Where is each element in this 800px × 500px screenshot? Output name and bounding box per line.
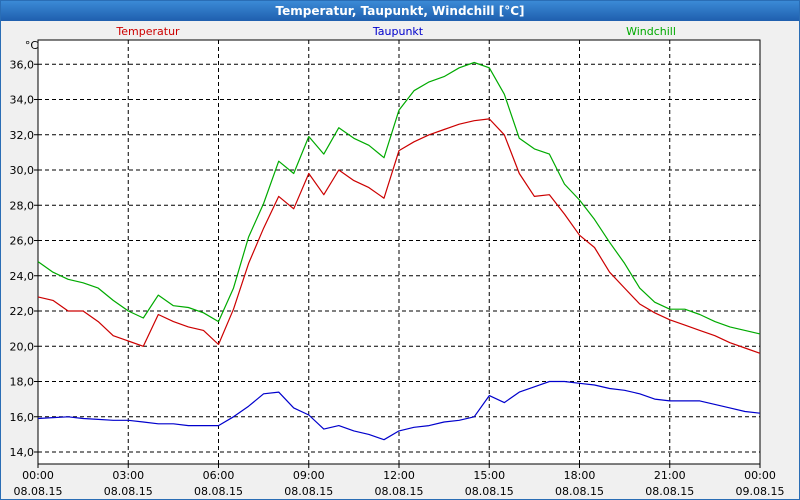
window-title: Temperatur, Taupunkt, Windchill [°C]: [1, 1, 799, 21]
x-tick-time-label: 15:00: [473, 469, 505, 482]
grid: [38, 40, 760, 464]
series-line-windchill: [37, 61, 761, 335]
x-tick-time-label: 00:00: [744, 469, 776, 482]
y-tick-label: 22,0: [10, 305, 35, 318]
x-tick-date-label: 08.08.15: [194, 485, 243, 498]
y-tick-label: 34,0: [10, 94, 35, 107]
x-tick-time-label: 12:00: [383, 469, 415, 482]
x-tick-time-label: 06:00: [203, 469, 235, 482]
y-tick-label: 24,0: [10, 270, 35, 283]
x-tick-date-label: 08.08.15: [555, 485, 604, 498]
x-tick-date-label: 08.08.15: [14, 485, 63, 498]
x-tick-time-label: 00:00: [22, 469, 54, 482]
y-tick-label: 26,0: [10, 235, 35, 248]
series-line-temperatur: [37, 118, 761, 354]
y-tick-label: 14,0: [10, 446, 35, 459]
y-tick-label: 20,0: [10, 340, 35, 353]
y-tick-label: 32,0: [10, 129, 35, 142]
legend-windchill: Windchill: [626, 25, 676, 38]
axes: 14,0 16,0 18,0 20,0 22,0 24,0 26,0 28,0 30,0 32,0…: [10, 58, 785, 498]
x-tick-date-label: 08.08.15: [645, 485, 694, 498]
x-tick-date-label: 08.08.15: [375, 485, 424, 498]
x-tick-time-label: 21:00: [654, 469, 686, 482]
y-tick-label: 18,0: [10, 376, 35, 389]
y-tick-label: 36,0: [10, 58, 35, 71]
x-tick-time-label: 03:00: [112, 469, 144, 482]
series-line-taupunkt: [37, 380, 761, 441]
y-unit-label: °C: [25, 39, 39, 52]
x-tick-date-label: 08.08.15: [104, 485, 153, 498]
legend-temperatur: Temperatur: [115, 25, 180, 38]
y-tick-label: 16,0: [10, 411, 35, 424]
y-tick-label: 30,0: [10, 164, 35, 177]
x-tick-date-label: 08.08.15: [465, 485, 514, 498]
x-tick-date-label: 09.08.15: [736, 485, 785, 498]
series-layer: [37, 61, 761, 441]
x-tick-date-label: 08.08.15: [284, 485, 333, 498]
legend-taupunkt: Taupunkt: [372, 25, 424, 38]
x-tick-time-label: 09:00: [293, 469, 325, 482]
x-tick-time-label: 18:00: [564, 469, 596, 482]
y-tick-label: 28,0: [10, 199, 35, 212]
